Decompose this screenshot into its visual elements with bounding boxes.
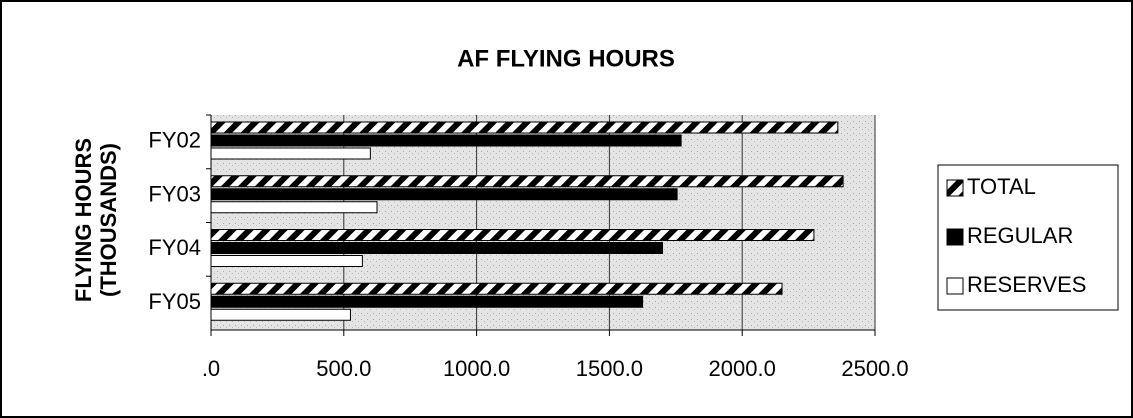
bar [210,188,678,201]
bar [210,147,371,160]
x-tick-label: 500.0 [316,356,371,381]
bar [210,121,839,134]
y-tick-label: FY02 [148,128,201,153]
bar [210,282,783,295]
chart-title: AF FLYING HOURS [457,45,675,72]
x-tick-label: 1000.0 [443,356,510,381]
y-axis-label: (THOUSANDS) [96,143,121,297]
legend-box [937,164,1119,311]
y-axis-label: FLYING HOURS [71,138,96,302]
x-tick-label: .0 [202,356,220,381]
y-tick-label: FY04 [148,235,201,260]
bar [210,134,682,147]
bar [210,308,351,321]
legend-swatch [946,179,964,197]
bar [210,295,644,308]
bar [210,201,378,214]
x-tick-label: 2500.0 [841,356,908,381]
legend-label: RESERVES [967,272,1086,297]
x-tick-label: 2000.0 [709,356,776,381]
legend-swatch [946,277,964,295]
bar [210,229,815,241]
y-tick-label: FY03 [148,181,201,206]
legend-label: TOTAL [967,174,1036,199]
legend-label: REGULAR [967,223,1073,248]
bar [210,242,664,254]
x-tick-label: 1500.0 [576,356,643,381]
y-tick-label: FY05 [148,289,201,314]
bar [210,175,844,188]
legend-swatch [946,228,964,246]
bar [210,255,363,267]
